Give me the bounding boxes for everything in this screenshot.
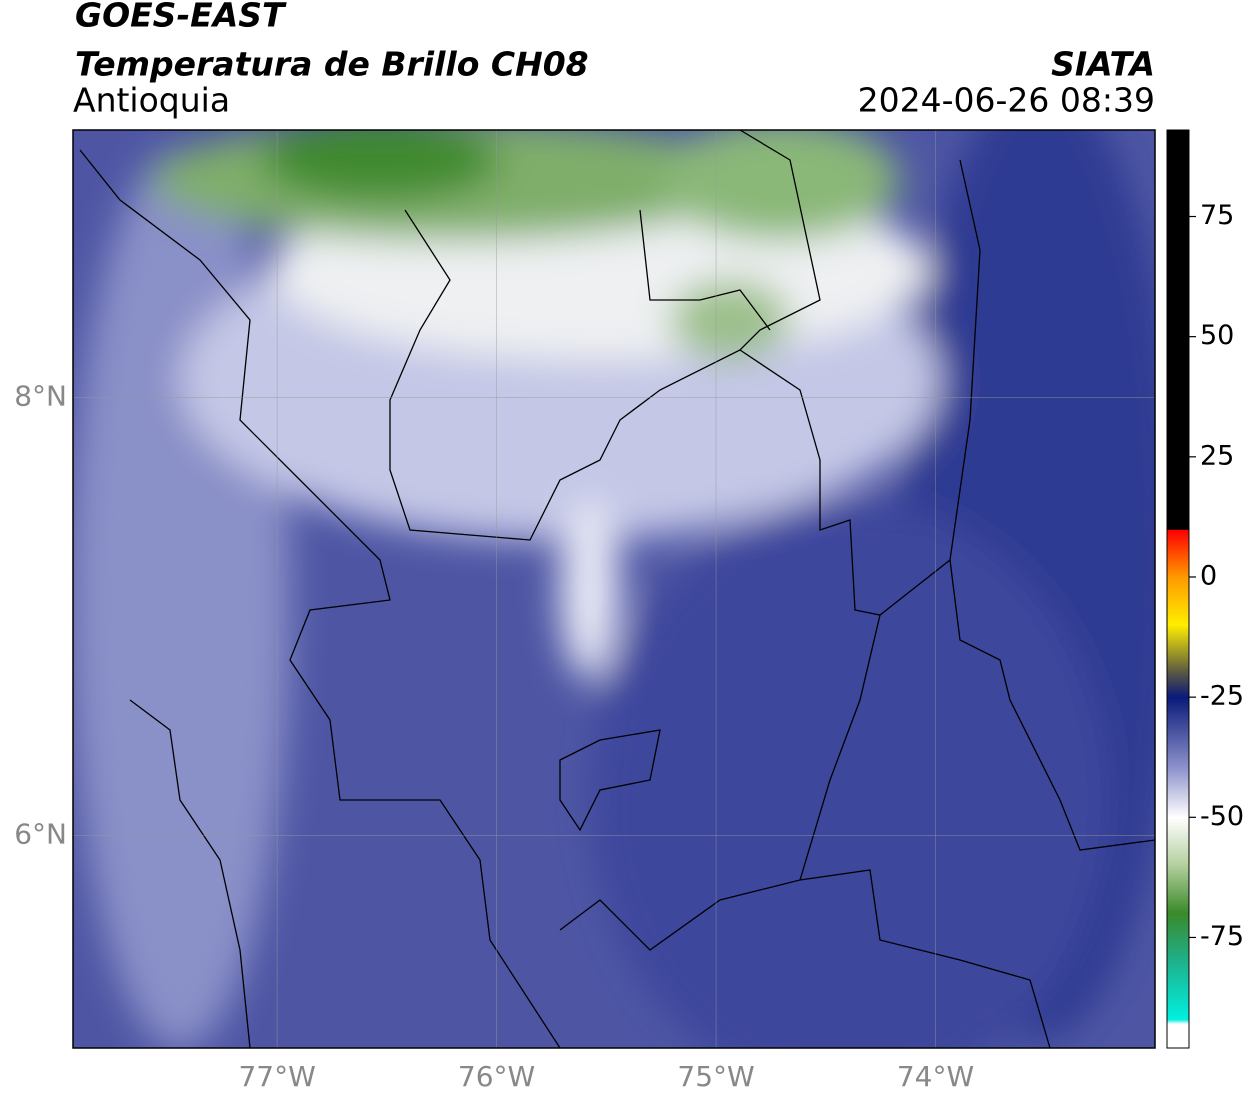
colorbar-tick-label: 75 — [1200, 200, 1234, 231]
colorbar-tick-label: -75 — [1200, 921, 1244, 952]
x-tick-label: 75°W — [677, 1060, 754, 1093]
colorbar-tick-label: 50 — [1200, 320, 1234, 351]
colorbar-tick-label: 0 — [1200, 560, 1217, 591]
colorbar-tick-label: -50 — [1200, 801, 1244, 832]
colorbar-tick-label: -25 — [1200, 681, 1244, 712]
map-frame — [72, 129, 1156, 1049]
source: SIATA — [1051, 45, 1155, 84]
x-tick-label: 77°W — [238, 1060, 315, 1093]
y-tick-label: 6°N — [14, 817, 67, 850]
colorbar-tick-label: 25 — [1200, 440, 1234, 471]
x-tick-label: 74°W — [897, 1060, 974, 1093]
region: Antioquia — [73, 81, 230, 120]
datetime: 2024-06-26 08:39 — [858, 81, 1155, 120]
x-tick-label: 76°W — [458, 1060, 535, 1093]
colorbar — [1166, 129, 1190, 1049]
y-tick-label: 8°N — [14, 379, 67, 412]
title: GOES-EAST — [75, 0, 287, 35]
subtitle: Temperatura de Brillo CH08 — [75, 45, 589, 84]
grid — [73, 130, 1155, 1048]
satellite-image — [73, 130, 1155, 1048]
